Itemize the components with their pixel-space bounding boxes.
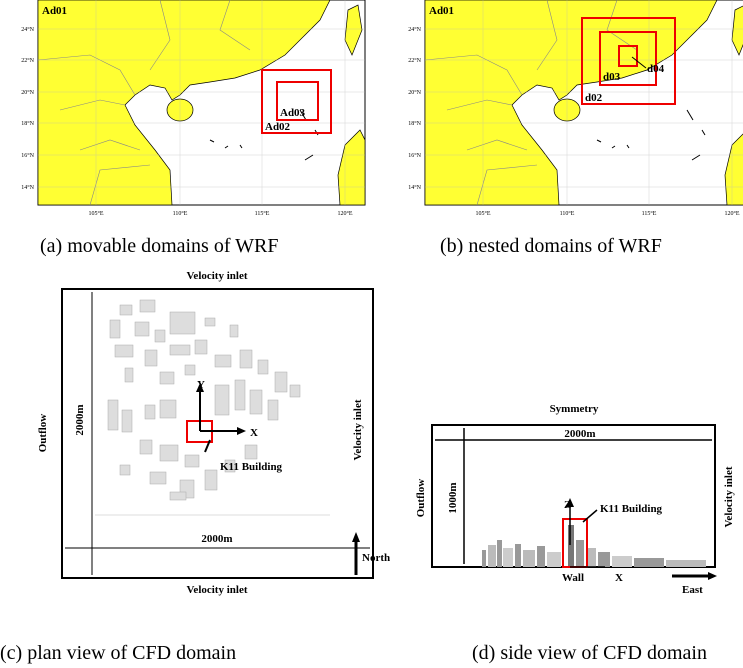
boundary-label: Symmetry xyxy=(550,403,599,415)
axis-label: X xyxy=(250,427,258,439)
caption: (c) plan view of CFD domain xyxy=(0,642,236,664)
caption: (b) nested domains of WRF xyxy=(440,235,662,257)
axis-label: X xyxy=(615,572,623,584)
axis-label: Z xyxy=(564,499,571,511)
lon-tick-label: 115°E xyxy=(255,210,270,217)
dimension-label: 1000m xyxy=(447,482,459,513)
caption: (a) movable domains of WRF xyxy=(40,235,278,257)
target-label: K11 Building xyxy=(220,461,283,473)
target-label: K11 Building xyxy=(600,503,663,515)
lon-tick-label: 110°E xyxy=(173,210,188,217)
boundary-label: Wall xyxy=(562,572,584,584)
lon-tick-label: 120°E xyxy=(724,210,739,217)
axis-label: Y xyxy=(197,379,205,391)
caption: (d) side view of CFD domain xyxy=(472,642,707,664)
map-b xyxy=(425,0,743,205)
lat-tick-label: 22°N xyxy=(408,57,421,64)
lat-tick-label: 24°N xyxy=(408,26,421,33)
east-label: East xyxy=(682,584,703,596)
north-label: North xyxy=(362,552,390,564)
domain-label: d03 xyxy=(603,71,621,83)
lon-tick-label: 105°E xyxy=(88,210,103,217)
arrowhead xyxy=(237,427,246,435)
boundary-label: Velocity inlet xyxy=(723,466,735,527)
lat-tick-label: 20°N xyxy=(21,89,34,96)
map-name: Ad01 xyxy=(429,5,454,17)
lat-tick-label: 24°N xyxy=(21,26,34,33)
boundary-label: Velocity inlet xyxy=(187,584,248,596)
buildings xyxy=(482,525,706,567)
lat-tick-label: 14°N xyxy=(21,184,34,191)
lat-tick-label: 18°N xyxy=(408,120,421,127)
lon-tick-label: 105°E xyxy=(475,210,490,217)
figure: Ad03 Ad02 d02 d03 d04 (a) movable domain… xyxy=(0,0,743,668)
lat-tick-label: 16°N xyxy=(21,152,34,159)
domain-label: Ad02 xyxy=(265,121,291,133)
lat-tick-label: 16°N xyxy=(408,152,421,159)
domain-label: d02 xyxy=(585,92,603,104)
dimension-label: 2000m xyxy=(564,428,595,440)
map-a xyxy=(38,0,365,205)
boundary-label: Velocity inlet xyxy=(352,399,364,460)
lat-tick-label: 22°N xyxy=(21,57,34,64)
lat-tick-label: 18°N xyxy=(21,120,34,127)
domain-label: d04 xyxy=(647,63,665,75)
arrowhead xyxy=(352,532,360,542)
boundary-label: Outflow xyxy=(37,414,49,453)
lat-tick-label: 14°N xyxy=(408,184,421,191)
lat-tick-label: 20°N xyxy=(408,89,421,96)
lon-tick-label: 120°E xyxy=(337,210,352,217)
domain-label: Ad03 xyxy=(280,107,306,119)
lon-tick-label: 115°E xyxy=(642,210,657,217)
map-name: Ad01 xyxy=(42,5,67,17)
boundary-label: Velocity inlet xyxy=(187,270,248,282)
dimension-label: 2000m xyxy=(201,533,232,545)
boundary-label: Outflow xyxy=(415,479,427,518)
arrowhead xyxy=(708,572,717,580)
dimension-label: 2000m xyxy=(74,404,86,435)
lon-tick-label: 110°E xyxy=(560,210,575,217)
